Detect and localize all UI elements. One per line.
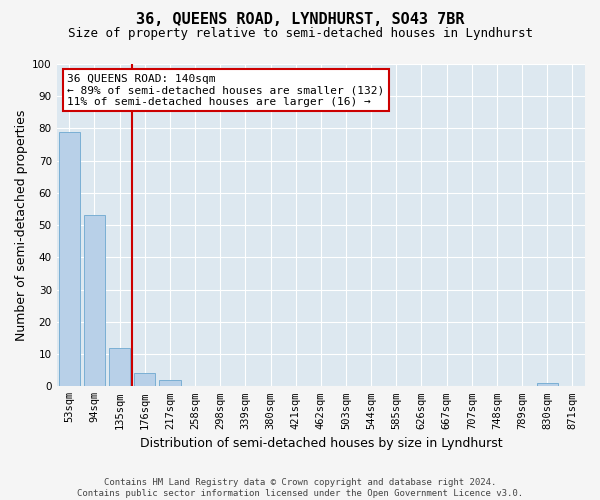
Text: 36, QUEENS ROAD, LYNDHURST, SO43 7BR: 36, QUEENS ROAD, LYNDHURST, SO43 7BR — [136, 12, 464, 28]
Text: Contains HM Land Registry data © Crown copyright and database right 2024.
Contai: Contains HM Land Registry data © Crown c… — [77, 478, 523, 498]
X-axis label: Distribution of semi-detached houses by size in Lyndhurst: Distribution of semi-detached houses by … — [140, 437, 502, 450]
Y-axis label: Number of semi-detached properties: Number of semi-detached properties — [15, 110, 28, 341]
Bar — [159, 380, 181, 386]
Text: 36 QUEENS ROAD: 140sqm
← 89% of semi-detached houses are smaller (132)
11% of se: 36 QUEENS ROAD: 140sqm ← 89% of semi-det… — [67, 74, 385, 107]
Bar — [59, 132, 80, 386]
Bar — [83, 216, 105, 386]
Bar — [536, 383, 558, 386]
Text: Size of property relative to semi-detached houses in Lyndhurst: Size of property relative to semi-detach… — [67, 28, 533, 40]
Bar — [134, 374, 155, 386]
Bar — [109, 348, 130, 387]
